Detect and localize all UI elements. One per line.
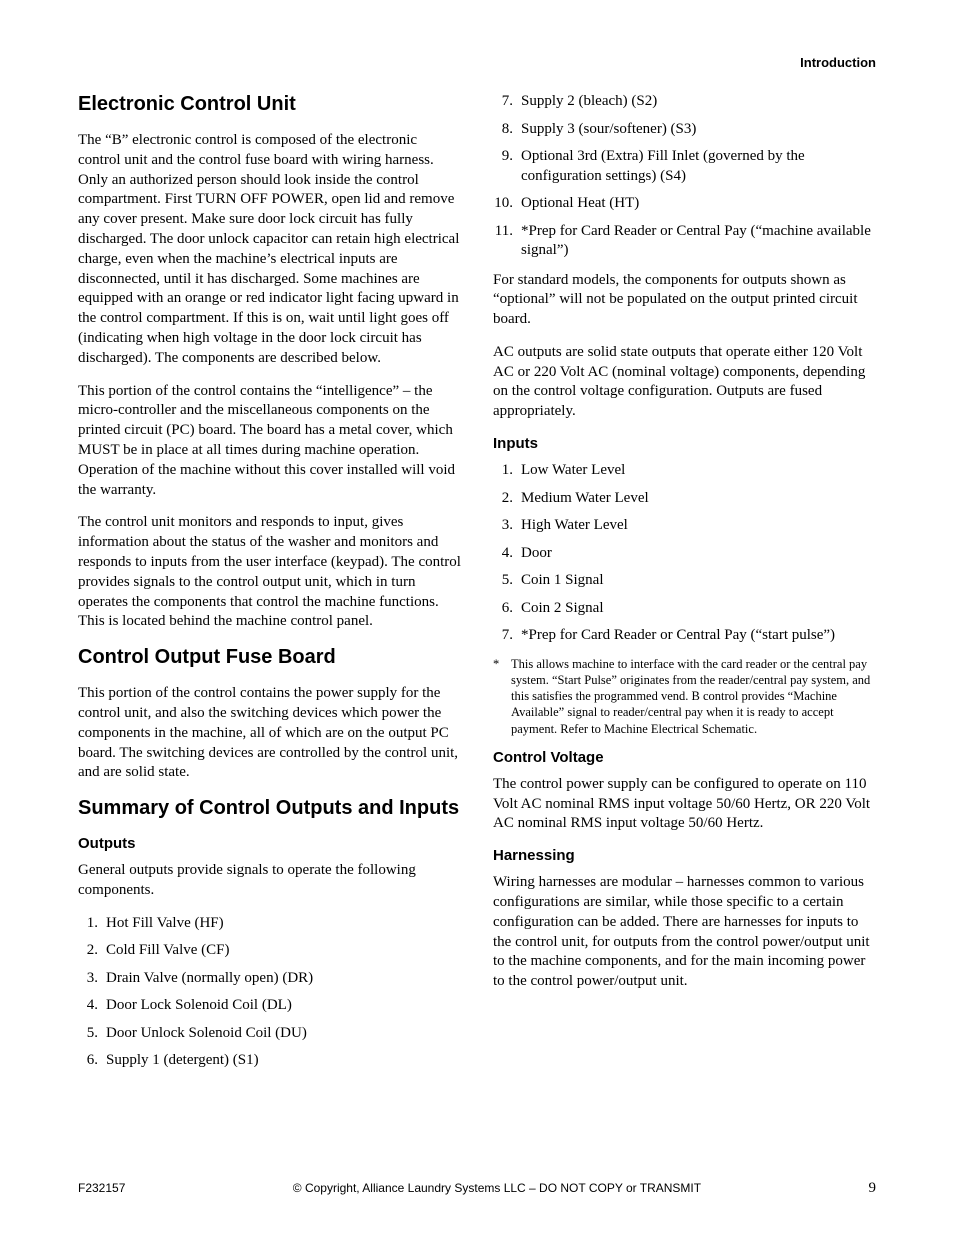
list-item: 6.Supply 1 (detergent) (S1) xyxy=(78,1051,461,1071)
list-number: 4. xyxy=(78,996,106,1016)
paragraph-ecu-1: The “B” electronic control is composed o… xyxy=(78,131,461,369)
list-number: 4. xyxy=(493,544,521,564)
outputs-list-right: 7.Supply 2 (bleach) (S2) 8.Supply 3 (sou… xyxy=(493,92,876,261)
heading-electronic-control-unit: Electronic Control Unit xyxy=(78,92,461,117)
list-number: 10. xyxy=(493,194,521,214)
list-item: 3.High Water Level xyxy=(493,516,876,536)
list-text: *Prep for Card Reader or Central Pay (“s… xyxy=(521,626,876,646)
list-item: 1.Low Water Level xyxy=(493,461,876,481)
list-text: Door Unlock Solenoid Coil (DU) xyxy=(106,1024,461,1044)
heading-summary: Summary of Control Outputs and Inputs xyxy=(78,796,461,821)
footnote: * This allows machine to interface with … xyxy=(493,656,876,737)
list-item: 5.Door Unlock Solenoid Coil (DU) xyxy=(78,1024,461,1044)
list-number: 11. xyxy=(493,222,521,261)
list-item: 10.Optional Heat (HT) xyxy=(493,194,876,214)
list-text: Cold Fill Valve (CF) xyxy=(106,941,461,961)
list-item: 9.Optional 3rd (Extra) Fill Inlet (gover… xyxy=(493,147,876,186)
list-text: *Prep for Card Reader or Central Pay (“m… xyxy=(521,222,876,261)
paragraph-outputs-intro: General outputs provide signals to opera… xyxy=(78,861,461,901)
paragraph-harnessing: Wiring harnesses are modular – harnesses… xyxy=(493,873,876,992)
list-item: 1.Hot Fill Valve (HF) xyxy=(78,914,461,934)
list-item: 4.Door Lock Solenoid Coil (DL) xyxy=(78,996,461,1016)
list-item: 7.*Prep for Card Reader or Central Pay (… xyxy=(493,626,876,646)
list-number: 6. xyxy=(493,599,521,619)
subheading-outputs: Outputs xyxy=(78,835,461,852)
subheading-harnessing: Harnessing xyxy=(493,847,876,864)
list-item: 7.Supply 2 (bleach) (S2) xyxy=(493,92,876,112)
list-number: 5. xyxy=(493,571,521,591)
subheading-control-voltage: Control Voltage xyxy=(493,749,876,766)
footer-copyright: © Copyright, Alliance Laundry Systems LL… xyxy=(125,1181,868,1195)
two-column-layout: Electronic Control Unit The “B” electron… xyxy=(78,92,876,1081)
list-item: 4.Door xyxy=(493,544,876,564)
paragraph-cofb-1: This portion of the control contains the… xyxy=(78,684,461,783)
list-number: 6. xyxy=(78,1051,106,1071)
list-item: 2.Medium Water Level xyxy=(493,489,876,509)
list-text: Coin 1 Signal xyxy=(521,571,876,591)
list-number: 3. xyxy=(493,516,521,536)
list-text: Optional Heat (HT) xyxy=(521,194,876,214)
footnote-marker: * xyxy=(493,656,511,737)
list-number: 2. xyxy=(78,941,106,961)
list-text: Low Water Level xyxy=(521,461,876,481)
list-item: 2.Cold Fill Valve (CF) xyxy=(78,941,461,961)
footnote-text: This allows machine to interface with th… xyxy=(511,656,876,737)
list-text: Coin 2 Signal xyxy=(521,599,876,619)
list-text: Door xyxy=(521,544,876,564)
list-number: 1. xyxy=(493,461,521,481)
paragraph-ecu-3: The control unit monitors and responds t… xyxy=(78,513,461,632)
list-item: 5.Coin 1 Signal xyxy=(493,571,876,591)
list-item: 8.Supply 3 (sour/softener) (S3) xyxy=(493,120,876,140)
list-number: 2. xyxy=(493,489,521,509)
list-text: Optional 3rd (Extra) Fill Inlet (governe… xyxy=(521,147,876,186)
paragraph-ecu-2: This portion of the control contains the… xyxy=(78,382,461,501)
list-text: Door Lock Solenoid Coil (DL) xyxy=(106,996,461,1016)
footer-doc-number: F232157 xyxy=(78,1181,125,1195)
outputs-list-left: 1.Hot Fill Valve (HF) 2.Cold Fill Valve … xyxy=(78,914,461,1071)
list-item: 11.*Prep for Card Reader or Central Pay … xyxy=(493,222,876,261)
list-text: Hot Fill Valve (HF) xyxy=(106,914,461,934)
list-number: 7. xyxy=(493,626,521,646)
list-text: Medium Water Level xyxy=(521,489,876,509)
list-number: 7. xyxy=(493,92,521,112)
list-text: High Water Level xyxy=(521,516,876,536)
list-number: 1. xyxy=(78,914,106,934)
list-text: Drain Valve (normally open) (DR) xyxy=(106,969,461,989)
list-item: 6.Coin 2 Signal xyxy=(493,599,876,619)
paragraph-standard-models: For standard models, the components for … xyxy=(493,271,876,330)
list-number: 3. xyxy=(78,969,106,989)
list-number: 5. xyxy=(78,1024,106,1044)
paragraph-control-voltage: The control power supply can be configur… xyxy=(493,775,876,834)
right-column: 7.Supply 2 (bleach) (S2) 8.Supply 3 (sou… xyxy=(493,92,876,1081)
page-container: Introduction Electronic Control Unit The… xyxy=(0,0,954,1235)
inputs-list: 1.Low Water Level 2.Medium Water Level 3… xyxy=(493,461,876,646)
subheading-inputs: Inputs xyxy=(493,435,876,452)
list-text: Supply 2 (bleach) (S2) xyxy=(521,92,876,112)
list-number: 8. xyxy=(493,120,521,140)
list-text: Supply 1 (detergent) (S1) xyxy=(106,1051,461,1071)
heading-control-output-fuse-board: Control Output Fuse Board xyxy=(78,645,461,670)
header-section-label: Introduction xyxy=(78,55,876,70)
footer-page-number: 9 xyxy=(869,1180,877,1197)
left-column: Electronic Control Unit The “B” electron… xyxy=(78,92,461,1081)
list-number: 9. xyxy=(493,147,521,186)
list-text: Supply 3 (sour/softener) (S3) xyxy=(521,120,876,140)
page-footer: F232157 © Copyright, Alliance Laundry Sy… xyxy=(78,1180,876,1197)
paragraph-ac-outputs: AC outputs are solid state outputs that … xyxy=(493,343,876,422)
list-item: 3.Drain Valve (normally open) (DR) xyxy=(78,969,461,989)
